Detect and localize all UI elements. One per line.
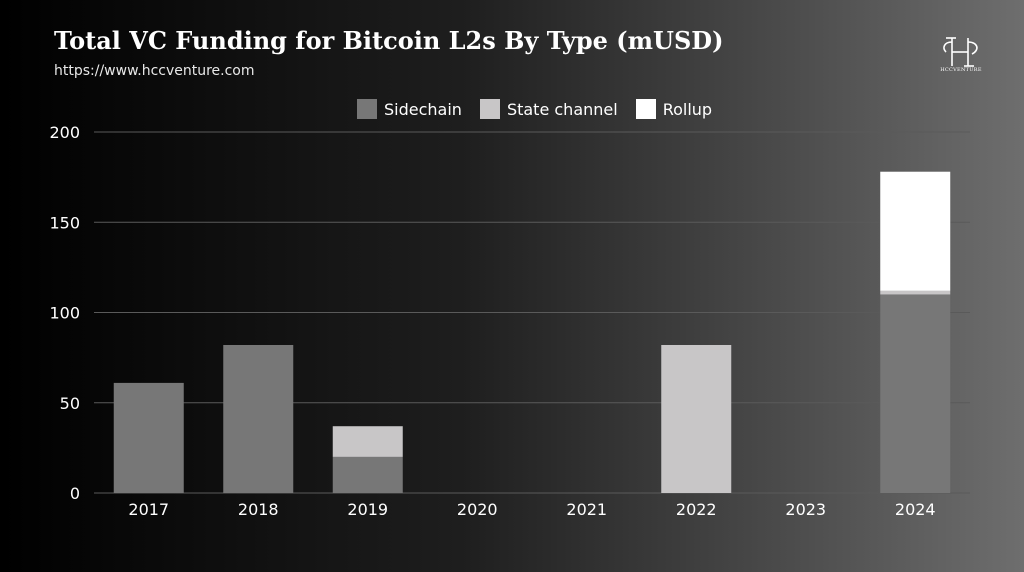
bar-state-channel-2022 bbox=[661, 344, 732, 493]
legend-item-sidechain: Sidechain bbox=[357, 99, 462, 119]
hcc-logo-icon bbox=[943, 37, 978, 67]
legend-item-state-channel: State channel bbox=[479, 99, 618, 119]
x-tick-label-2018: 2018 bbox=[238, 500, 279, 519]
legend-label-state-channel: State channel bbox=[506, 99, 618, 119]
legend-label-rollup: Rollup bbox=[662, 99, 713, 119]
y-tick-label-50: 50 bbox=[60, 394, 80, 413]
x-tick-label-2023: 2023 bbox=[785, 500, 826, 519]
x-tick-label-2019: 2019 bbox=[347, 500, 388, 519]
y-tick-label-100: 100 bbox=[49, 304, 80, 323]
bar-sidechain-2019 bbox=[332, 456, 403, 493]
y-tick-label-150: 150 bbox=[49, 213, 80, 232]
x-tick-label-2017: 2017 bbox=[128, 500, 169, 519]
y-tick-label-0: 0 bbox=[70, 484, 80, 503]
bar-sidechain-2024 bbox=[880, 294, 951, 493]
source-url: https://www.hccventure.com bbox=[54, 63, 255, 79]
legend-swatch-rollup bbox=[635, 99, 656, 119]
x-tick-label-2021: 2021 bbox=[566, 500, 607, 519]
x-tick-label-2022: 2022 bbox=[676, 500, 717, 519]
bar-rollup-2024 bbox=[880, 171, 951, 291]
x-tick-label-2020: 2020 bbox=[457, 500, 498, 519]
legend-item-rollup: Rollup bbox=[635, 99, 713, 119]
bar-state-channel-2024 bbox=[880, 290, 951, 295]
x-tick-label-2024: 2024 bbox=[895, 500, 936, 519]
bar-sidechain-2017 bbox=[113, 382, 184, 493]
y-tick-label-200: 200 bbox=[49, 123, 80, 142]
logo-text: HCCVENTURE bbox=[940, 67, 982, 73]
legend-label-sidechain: Sidechain bbox=[384, 99, 462, 119]
chart-legend: Sidechain State channel Rollup bbox=[357, 99, 730, 119]
chart-title: Total VC Funding for Bitcoin L2s By Type… bbox=[54, 26, 724, 55]
bar-sidechain-2018 bbox=[223, 344, 294, 493]
legend-swatch-sidechain bbox=[357, 99, 377, 119]
bar-state-channel-2019 bbox=[332, 426, 403, 457]
legend-swatch-state-channel bbox=[479, 99, 500, 119]
